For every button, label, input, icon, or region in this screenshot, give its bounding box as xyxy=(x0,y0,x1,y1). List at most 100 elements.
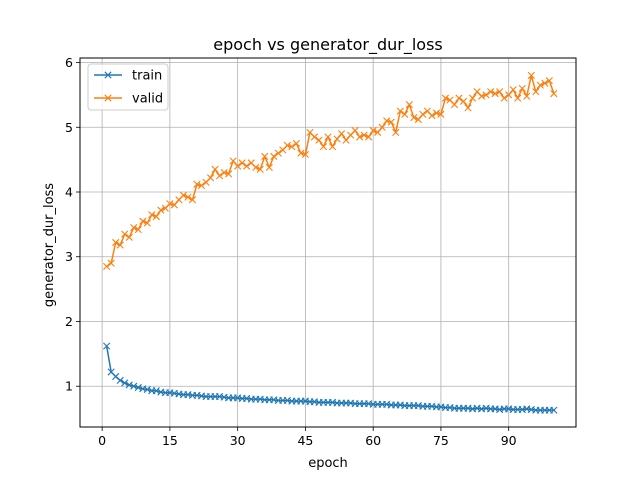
data-point-valid xyxy=(292,139,300,148)
data-point-valid xyxy=(206,174,215,182)
data-point-valid xyxy=(265,163,273,171)
data-point-valid xyxy=(514,94,522,102)
data-point-valid xyxy=(225,170,233,178)
data-point-valid xyxy=(496,88,504,96)
y-axis-label: generator_dur_loss xyxy=(42,183,57,307)
data-point-valid xyxy=(215,172,224,180)
data-point-valid xyxy=(134,225,142,234)
data-point-valid xyxy=(365,133,373,141)
data-point-valid xyxy=(428,112,436,120)
y-axis-ticks: 1 2 3 4 5 6 xyxy=(65,55,80,394)
data-point-valid xyxy=(455,94,463,102)
data-point-valid xyxy=(288,143,296,151)
data-point-train xyxy=(134,383,142,392)
data-point-valid xyxy=(369,126,377,135)
x-axis-label: epoch xyxy=(308,456,348,471)
data-point-train xyxy=(130,382,138,390)
legend-items: train valid xyxy=(94,69,163,107)
data-point-valid xyxy=(283,141,291,149)
y-tick-label: 1 xyxy=(65,379,73,394)
data-point-valid xyxy=(234,162,242,170)
data-point-valid xyxy=(459,97,468,105)
data-point-train xyxy=(116,376,124,384)
x-tick-label: 45 xyxy=(297,433,313,448)
legend-marker-valid xyxy=(104,94,112,102)
data-point-valid xyxy=(256,165,264,173)
axes-frame xyxy=(79,57,577,428)
data-point-train xyxy=(143,385,151,394)
series-train xyxy=(103,342,558,414)
data-point-valid xyxy=(351,126,359,135)
y-tick-label: 5 xyxy=(65,120,73,135)
data-point-train xyxy=(103,342,111,350)
data-point-valid xyxy=(297,149,305,157)
legend: train valid xyxy=(87,63,169,111)
data-point-valid xyxy=(121,230,129,238)
data-point-valid xyxy=(378,123,386,131)
data-point-valid xyxy=(139,217,147,225)
data-point-valid xyxy=(432,109,441,117)
data-point-valid xyxy=(252,163,260,171)
data-point-valid xyxy=(477,92,486,100)
data-point-valid xyxy=(197,181,206,190)
legend-marker-train xyxy=(104,71,112,79)
data-point-valid xyxy=(112,238,120,247)
data-point-valid xyxy=(500,94,508,102)
legend-label-train: train xyxy=(132,69,162,84)
x-tick-label: 0 xyxy=(98,433,106,448)
data-point-valid xyxy=(270,152,278,160)
data-point-valid xyxy=(107,259,115,267)
y-tick-label: 4 xyxy=(65,185,73,200)
data-point-valid xyxy=(143,219,151,227)
x-tick-label: 60 xyxy=(365,433,381,448)
data-point-valid xyxy=(405,101,413,109)
data-point-valid xyxy=(532,88,540,96)
data-point-valid xyxy=(487,88,495,96)
x-axis-ticks: 0 15 30 45 60 75 90 xyxy=(98,427,517,448)
data-point-valid xyxy=(319,143,328,151)
data-point-valid xyxy=(441,94,450,102)
data-point-valid xyxy=(491,90,499,98)
data-point-valid xyxy=(125,233,133,241)
data-point-valid xyxy=(328,143,337,151)
data-point-valid xyxy=(360,131,368,139)
series-line-train xyxy=(105,345,554,411)
x-tick-label: 90 xyxy=(501,433,517,448)
data-point-valid xyxy=(541,79,549,87)
data-point-valid xyxy=(337,130,346,138)
data-point-valid xyxy=(527,71,535,80)
data-point-valid xyxy=(243,162,251,170)
data-point-valid xyxy=(401,110,409,118)
data-point-valid xyxy=(437,110,445,118)
legend-entry-train: train xyxy=(94,69,162,84)
data-point-valid xyxy=(220,168,228,177)
legend-entry-valid: valid xyxy=(94,92,163,107)
y-tick-label: 2 xyxy=(65,314,73,329)
data-point-valid xyxy=(179,191,188,199)
data-point-valid xyxy=(157,206,165,214)
data-point-valid xyxy=(238,159,246,167)
data-point-valid xyxy=(193,180,201,188)
data-point-train xyxy=(121,379,129,387)
data-point-valid xyxy=(274,149,282,157)
data-point-valid xyxy=(261,152,269,160)
data-point-valid xyxy=(464,104,472,112)
data-point-valid xyxy=(301,150,310,159)
x-tick-label: 30 xyxy=(230,433,246,448)
data-point-valid xyxy=(324,133,332,141)
data-point-train xyxy=(152,387,160,395)
data-point-valid xyxy=(468,94,477,102)
data-point-valid xyxy=(450,101,459,109)
data-point-valid xyxy=(545,77,553,85)
data-point-valid xyxy=(188,196,197,204)
data-point-valid xyxy=(419,110,427,118)
data-point-valid xyxy=(184,193,192,201)
series-valid xyxy=(103,71,558,271)
x-tick-label: 75 xyxy=(433,433,449,448)
data-point-valid xyxy=(383,117,391,125)
data-point-valid xyxy=(130,224,138,232)
data-point-train xyxy=(550,406,558,414)
data-point-valid xyxy=(410,113,418,122)
legend-label-valid: valid xyxy=(132,92,163,107)
